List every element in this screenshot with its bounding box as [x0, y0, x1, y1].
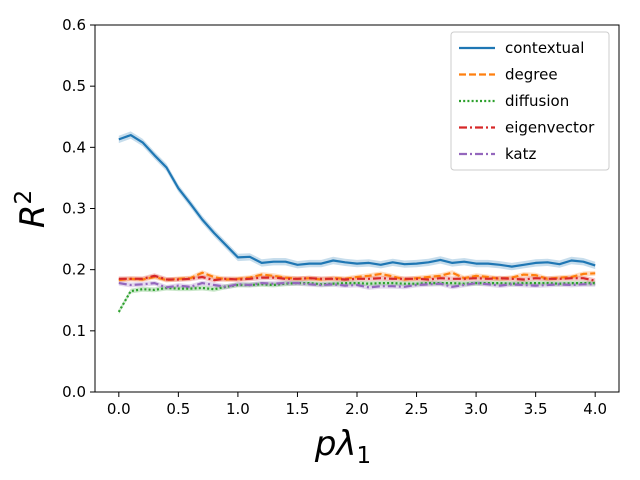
x-tick-label: 0.5 [166, 400, 190, 418]
y-axis-title-main: R [13, 205, 53, 229]
legend-box [450, 31, 610, 171]
legend-label-degree: degree [505, 66, 558, 84]
x-tick-label: 0.0 [107, 400, 131, 418]
series-line-eigenvector [118, 274, 596, 282]
legend-label-diffusion: diffusion [505, 92, 569, 110]
x-axis-title: pλ1 [314, 424, 371, 469]
band-eigenvector [118, 273, 596, 284]
y-axis-ticks: 0.0 0.1 0.2 0.3 0.4 0.5 0.6 [62, 16, 95, 401]
x-tick-label: 2.0 [345, 400, 369, 418]
y-tick-label: 0.4 [62, 138, 86, 156]
y-axis-title: R2 [11, 190, 53, 228]
y-tick-label: 0.5 [62, 77, 86, 95]
legend-label-katz: katz [505, 145, 536, 163]
x-tick-label: 3.5 [524, 400, 548, 418]
legend: contextual degree diffusion eigenvector katz [450, 31, 610, 171]
y-axis-title-superscript: 2 [11, 190, 37, 205]
x-axis-ticks: 0.0 0.5 1.0 1.5 2.0 2.5 3.0 3.5 4.0 [107, 392, 607, 418]
y-tick-label: 0.3 [62, 200, 86, 218]
x-tick-label: 1.5 [286, 400, 310, 418]
legend-label-eigenvector: eigenvector [505, 119, 595, 137]
legend-label-contextual: contextual [505, 39, 584, 57]
x-tick-label: 1.0 [226, 400, 250, 418]
y-tick-label: 0.2 [62, 261, 86, 279]
x-axis-title-main: pλ [314, 424, 357, 464]
y-tick-label: 0.6 [62, 16, 86, 34]
series-line-contextual [118, 134, 596, 268]
series-line-degree [118, 271, 596, 282]
x-tick-label: 4.0 [583, 400, 607, 418]
x-axis-title-subscript: 1 [357, 443, 372, 469]
y-tick-label: 0.0 [62, 383, 86, 401]
x-tick-label: 2.5 [405, 400, 429, 418]
y-tick-label: 0.1 [62, 322, 86, 340]
series-lines [117, 134, 596, 313]
series-line-katz [118, 282, 596, 289]
x-tick-label: 3.0 [464, 400, 488, 418]
